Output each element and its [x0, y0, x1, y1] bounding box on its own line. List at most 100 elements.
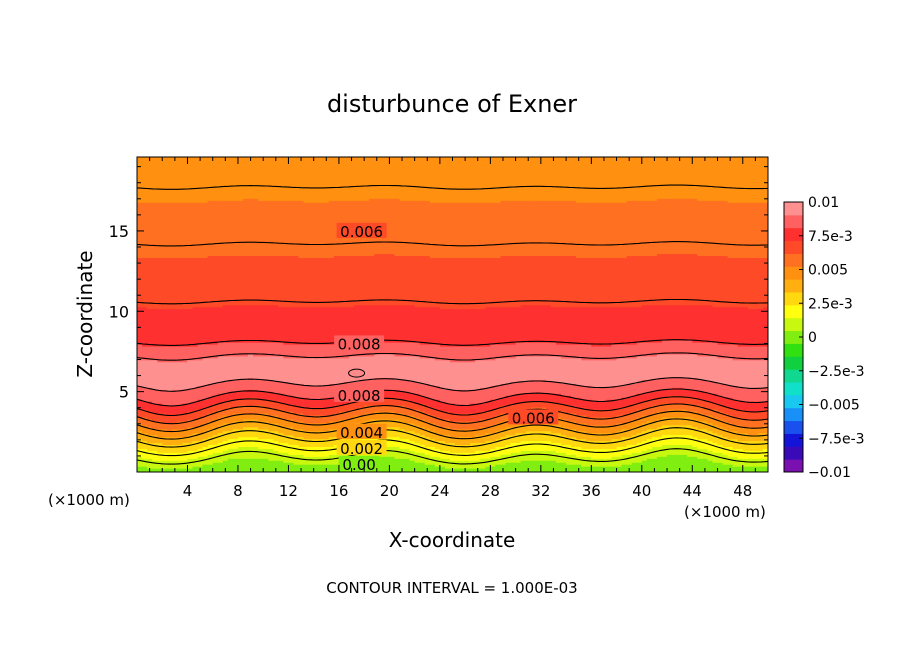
contour-band-cell — [263, 157, 269, 201]
contour-band-cell — [616, 385, 623, 400]
contour-band-cell — [243, 198, 249, 257]
contour-band-cell — [510, 306, 517, 345]
contour-band-cell — [677, 198, 683, 255]
contour-band-cell — [359, 379, 365, 392]
contour-band-cell — [682, 395, 688, 404]
contour-band-cell — [298, 436, 305, 447]
contour-band-cell — [621, 428, 628, 438]
contour-band-cell — [757, 346, 764, 361]
contour-band-cell — [394, 446, 401, 459]
contour-band-cell — [187, 403, 194, 412]
contour-band-cell — [656, 342, 663, 355]
contour-band-cell — [354, 401, 360, 410]
colorbar-swatch — [784, 420, 803, 434]
contour-band-cell — [369, 355, 375, 381]
contour-band-cell — [404, 342, 411, 357]
contour-band-cell — [631, 157, 638, 201]
contour-band-cell — [258, 355, 264, 381]
contour-band-cell — [667, 454, 673, 472]
contour-band-cell — [747, 359, 754, 388]
contour-band-cell — [409, 393, 416, 402]
contour-band-cell — [137, 359, 143, 386]
contour-band-cell — [374, 157, 380, 199]
contour-band-cell — [661, 456, 668, 472]
contour-band-cell — [485, 432, 491, 442]
contour-band-cell — [561, 410, 567, 420]
contour-band-cell — [157, 452, 163, 461]
contour-band-cell — [197, 456, 204, 467]
contour-band-cell — [631, 444, 638, 453]
contour-band-cell — [283, 434, 290, 444]
contour-band-cell — [227, 355, 234, 381]
contour-band-cell — [278, 416, 284, 426]
contour-band-cell — [409, 381, 416, 394]
contour-band-cell — [217, 255, 224, 308]
contour-band-cell — [308, 438, 315, 447]
contour-band-cell — [419, 383, 426, 396]
contour-band-cell — [732, 416, 739, 426]
contour-band-cell — [182, 346, 189, 363]
contour-band-cell — [354, 255, 360, 306]
contour-band-cell — [217, 409, 224, 418]
contour-band-cell — [308, 344, 315, 359]
contour-band-cell — [162, 389, 168, 406]
contour-band-cell — [591, 387, 597, 402]
contour-band-cell — [732, 430, 739, 440]
contour-band-cell — [475, 403, 481, 414]
x-tick-label: 48 — [733, 482, 752, 500]
contour-band-cell — [429, 257, 436, 308]
contour-band-cell — [328, 446, 335, 455]
contour-band-cell — [404, 379, 411, 392]
contour-band-cell — [667, 395, 673, 404]
contour-band-cell — [672, 387, 678, 396]
contour-band-cell — [712, 355, 719, 383]
contour-band-cell — [414, 200, 421, 257]
contour-band-cell — [717, 306, 724, 345]
contour-band-cell — [449, 420, 456, 430]
contour-band-cell — [359, 157, 365, 201]
contour-band-cell — [505, 383, 512, 396]
contour-band-cell — [656, 418, 663, 428]
contour-band-cell — [323, 357, 330, 386]
contour-band-cell — [293, 383, 300, 398]
contour-band-cell — [737, 416, 744, 426]
contour-band-cell — [288, 444, 295, 455]
contour-band-cell — [248, 405, 254, 414]
contour-band-cell — [439, 387, 446, 402]
contour-line — [137, 403, 768, 425]
contour-band-cell — [465, 412, 471, 422]
contour-band-cell — [535, 393, 542, 402]
contour-band-cell — [626, 357, 633, 384]
contour-band-cell — [475, 450, 481, 461]
contour-band-cell — [273, 342, 279, 357]
contour-band-cell — [288, 344, 295, 359]
contour-band-cell — [394, 157, 401, 199]
contour-band-cell — [692, 410, 698, 420]
contour-band-cell — [606, 424, 613, 434]
contour-band-cell — [641, 401, 648, 410]
contour-band-cell — [409, 440, 416, 451]
contour-band-cell — [545, 450, 552, 461]
contour-band-cell — [419, 344, 426, 359]
contour-band-cell — [581, 359, 587, 386]
contour-band-cell — [263, 355, 269, 381]
contour-band-cell — [429, 202, 436, 259]
contour-band-cell — [343, 255, 350, 308]
contour-band-cell — [636, 306, 643, 343]
contour-band-cell — [616, 257, 623, 308]
contour-band-cell — [555, 442, 562, 453]
contour-band-cell — [631, 403, 638, 412]
contour-band-cell — [399, 255, 406, 306]
contour-band-cell — [414, 342, 421, 357]
contour-band-cell — [142, 401, 148, 410]
contour-band-cell — [485, 306, 491, 347]
contour-band-cell — [227, 399, 234, 408]
contour-band-cell — [571, 436, 577, 447]
x-tick-label: 16 — [329, 482, 348, 500]
contour-band-cell — [409, 401, 416, 410]
contour-band-cell — [439, 466, 446, 472]
contour-band-cell — [389, 377, 396, 390]
contour-band-cell — [465, 436, 471, 446]
contour-band-cell — [661, 444, 668, 457]
contour-band-cell — [702, 342, 709, 357]
